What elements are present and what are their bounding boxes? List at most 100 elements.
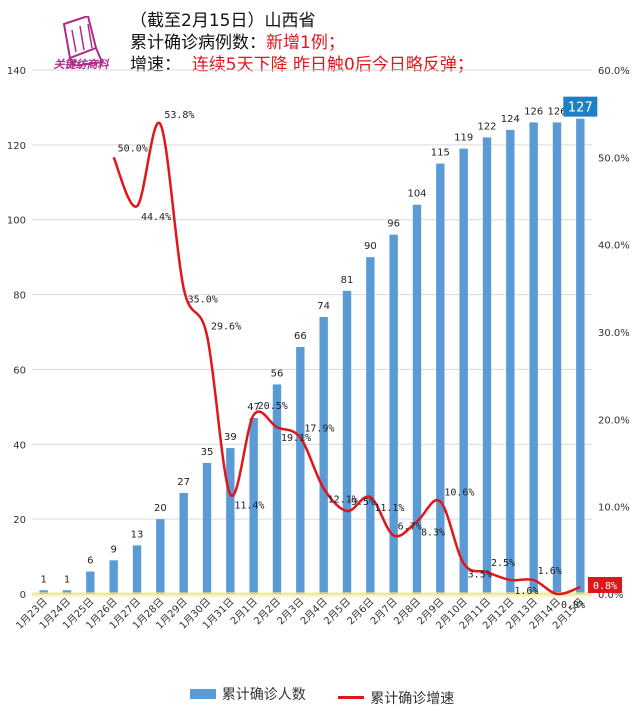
bar-value-label: 20	[154, 503, 167, 514]
bar-value-label: 127	[568, 101, 593, 116]
bar	[459, 148, 468, 594]
rate-line	[112, 121, 581, 596]
title-line-2-prefix: 累计确诊病例数：	[130, 33, 266, 53]
legend-bar-swatch	[189, 689, 216, 699]
rate-value-label: 50.0%	[118, 143, 148, 154]
bar	[226, 448, 235, 594]
bar	[319, 317, 328, 594]
y-right-tick-label: 10.0%	[598, 503, 630, 514]
bar-value-label: 1	[64, 574, 70, 585]
logo-text: 关键纺商料	[53, 58, 109, 71]
bar-value-label: 115	[431, 148, 450, 159]
bar-value-label: 90	[364, 241, 377, 252]
rate-value-label: 3.5%	[468, 569, 492, 580]
bar-value-label: 39	[224, 432, 237, 443]
rate-value-label: 20.5%	[258, 401, 288, 412]
bar	[202, 463, 212, 594]
y-left-tick-label: 140	[7, 66, 26, 77]
bar	[529, 122, 538, 595]
bar-value-label: 126	[547, 106, 566, 117]
legend-bar-label: 累计确诊人数	[221, 687, 306, 703]
rate-value-label: 8.3%	[421, 528, 445, 539]
bar	[389, 234, 398, 594]
bar	[132, 545, 142, 594]
rate-value-label: 0.8%	[593, 581, 617, 592]
rate-value-label: 1.6%	[538, 566, 562, 577]
bar-value-label: 119	[454, 133, 473, 144]
y-right-tick-label: 30.0%	[598, 328, 630, 339]
rate-value-label: 10.6%	[444, 487, 474, 498]
logo: 关键纺商料	[36, 14, 126, 80]
bar	[179, 492, 188, 594]
bar-value-label: 9	[110, 544, 116, 555]
rate-value-label: 35.0%	[188, 294, 218, 305]
bar-value-label: 27	[177, 477, 190, 488]
legend-item-bars: 累计确诊人数	[189, 684, 306, 704]
rate-value-label: 44.4%	[141, 212, 171, 223]
bar-value-label: 96	[387, 219, 400, 230]
bar	[412, 204, 422, 594]
bar-value-label: 35	[201, 447, 214, 458]
bar-value-label: 81	[341, 275, 354, 286]
y-left-tick-label: 100	[7, 216, 26, 227]
rate-value-label: 19.1%	[281, 433, 311, 444]
rate-value-label: 9.5%	[351, 497, 375, 508]
bar-value-label: 74	[317, 301, 330, 312]
rate-value-label: 17.9%	[304, 424, 334, 435]
rate-value-label: 1.6%	[514, 586, 538, 597]
bar-value-label: 126	[524, 106, 543, 117]
bar	[109, 560, 118, 594]
bar	[506, 129, 515, 594]
bar	[482, 137, 492, 594]
bar	[272, 384, 282, 594]
bar-value-label: 47	[247, 402, 260, 413]
bar	[86, 571, 95, 594]
rate-value-label: 11.1%	[374, 503, 404, 514]
y-left-tick-label: 20	[13, 515, 26, 526]
y-left-tick-label: 60	[13, 365, 26, 376]
last-bar-highlight	[563, 96, 598, 117]
bar-value-label: 56	[271, 368, 284, 379]
y-right-tick-label: 60.0%	[598, 66, 630, 77]
legend-line-label: 累计确诊增速	[370, 690, 455, 707]
bar-value-label: 6	[87, 556, 93, 567]
bar-value-label: 124	[501, 114, 520, 125]
rate-value-label: 2.5%	[491, 558, 515, 569]
rate-value-label: 11.4%	[234, 500, 264, 511]
y-left-tick-label: 120	[7, 141, 26, 152]
legend-line-swatch	[338, 696, 365, 699]
bar-value-label: 66	[294, 331, 307, 342]
bar	[296, 346, 305, 594]
legend: 累计确诊人数 累计确诊增速	[0, 684, 644, 708]
rate-value-label: 0.0%	[561, 600, 585, 611]
bar	[342, 290, 352, 594]
y-right-tick-label: 40.0%	[598, 241, 630, 252]
rate-value-label: 53.8%	[164, 110, 194, 121]
title-line-2: 累计确诊病例数：新增1例；	[130, 32, 474, 54]
bar	[552, 122, 562, 595]
y-left-tick-label: 40	[13, 440, 26, 451]
bar	[366, 257, 375, 594]
rate-value-label: 29.6%	[211, 321, 241, 332]
y-right-tick-label: 20.0%	[598, 415, 630, 426]
y-left-tick-label: 80	[13, 291, 26, 302]
bar-value-label: 104	[407, 189, 426, 200]
bar	[249, 418, 258, 594]
bar-value-label: 122	[477, 121, 496, 132]
title-line-1: （截至2月15日）山西省	[130, 11, 316, 31]
rate-value-label: 12.1%	[328, 494, 358, 505]
legend-item-line: 累计确诊增速	[338, 688, 454, 708]
last-rate-highlight	[588, 577, 622, 594]
rate-value-label: 6.7%	[398, 521, 422, 532]
logo-building-icon	[62, 14, 104, 68]
bar-value-label: 13	[131, 529, 144, 540]
bar	[436, 163, 445, 595]
bar	[156, 519, 165, 594]
y-right-tick-label: 50.0%	[598, 153, 630, 164]
bar	[576, 118, 585, 595]
bar-value-label: 1	[40, 574, 46, 585]
y-right-tick-label: 0.0%	[598, 590, 623, 601]
y-left-tick-label: 0	[20, 590, 26, 601]
title-line-2-highlight: 新增1例；	[266, 33, 345, 53]
